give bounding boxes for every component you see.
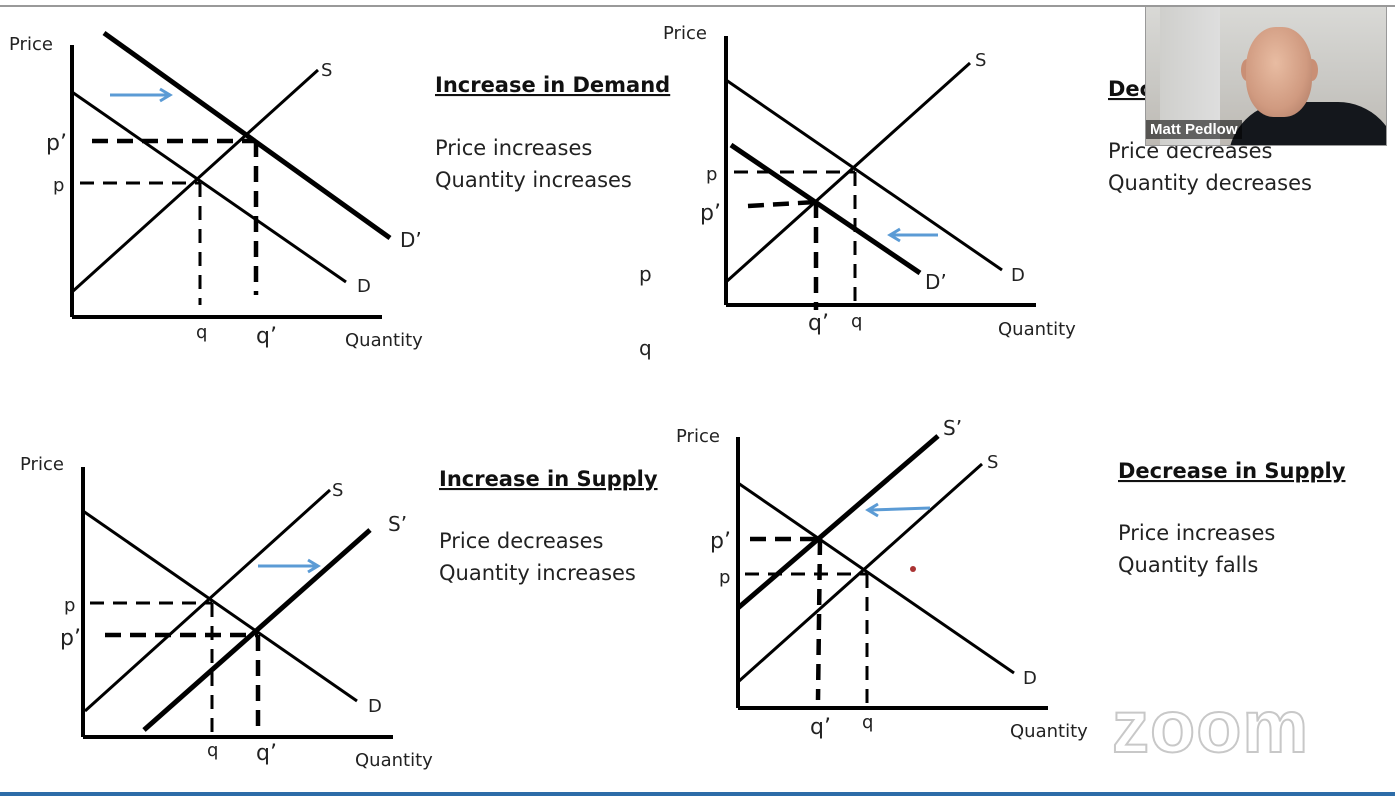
q-label: q [851, 311, 862, 332]
quantity-axis-label: Quantity [998, 319, 1076, 340]
s-prime-curve-label: S’ [388, 512, 407, 536]
quantity-axis-label: Quantity [355, 750, 433, 771]
arrow-head [865, 502, 879, 518]
p-prime-label: p’ [700, 201, 721, 226]
effect-quantity: Quantity decreases [1108, 171, 1312, 195]
supply-curve [70, 68, 320, 294]
s-prime-curve-label: S’ [943, 416, 962, 440]
q-prime-label: q’ [810, 715, 831, 740]
s-curve-label: S [321, 60, 332, 81]
diagram-decrease-demand: Price Quantity p p’ q q’ S D D’ p q Dec … [639, 23, 1312, 360]
arrow-head [159, 87, 173, 103]
q-prime-label: q’ [256, 324, 277, 349]
price-axis-label: Price [676, 426, 720, 447]
shift-arrow-left [869, 506, 931, 512]
p-label: p [64, 595, 75, 616]
price-axis-label: Price [663, 23, 707, 44]
effect-quantity: Quantity falls [1118, 553, 1258, 577]
price-axis-label: Price [20, 454, 64, 475]
supply-curve [724, 61, 972, 284]
q-label: q [196, 322, 207, 343]
s-curve-label: S [332, 480, 343, 501]
supply-curve [83, 488, 332, 713]
effect-quantity: Quantity increases [439, 561, 636, 585]
effect-price: Price increases [435, 136, 592, 160]
effect-price: Price decreases [439, 529, 603, 553]
participant-body [1228, 102, 1386, 145]
panel-title: Dec [1108, 77, 1152, 101]
panel-title: Increase in Demand [435, 73, 670, 97]
diagram-increase-supply: Price Quantity p p’ q q’ S S’ D Increase… [20, 454, 658, 771]
price-axis-label: Price [9, 34, 53, 55]
panel-title: Decrease in Supply [1118, 459, 1346, 483]
effect-price: Price increases [1118, 521, 1275, 545]
participant-head [1246, 27, 1312, 117]
participant-name: Matt Pedlow [1146, 120, 1242, 139]
stray-p-label: p [639, 262, 652, 286]
diagram-decrease-supply: Price Quantity p p’ q q’ S S’ D Decrease… [676, 416, 1346, 742]
effect-quantity: Quantity increases [435, 168, 632, 192]
pointer-dot [910, 566, 916, 572]
q-prime-label: q’ [808, 311, 829, 336]
stray-q-label: q [639, 336, 652, 360]
demand-curve [725, 78, 1003, 272]
p-label: p [706, 164, 717, 185]
demand-prime-curve [729, 142, 922, 276]
arrow-head [307, 558, 321, 574]
d-curve-label: D [1023, 668, 1037, 689]
quantity-axis-label: Quantity [1010, 721, 1088, 742]
diagram-increase-demand: Price Quantity p p’ q q’ S D D’ Increase… [9, 30, 670, 351]
zoom-watermark-logo: zoom [1111, 684, 1310, 769]
arrow-head [887, 227, 901, 243]
demand-prime-curve [102, 30, 392, 241]
participant-video-tile[interactable]: Matt Pedlow [1145, 6, 1387, 146]
s-curve-label: S [975, 50, 986, 71]
demand-curve [737, 481, 1015, 675]
p-prime-label: p’ [710, 529, 731, 554]
demand-curve [71, 90, 347, 284]
quantity-axis-label: Quantity [345, 330, 423, 351]
q-prime-dashed-line [815, 538, 823, 701]
d-prime-curve-label: D’ [925, 270, 947, 294]
q-label: q [207, 740, 218, 761]
d-prime-curve-label: D’ [400, 228, 422, 252]
q-label: q [862, 712, 873, 733]
p-prime-label: p’ [46, 131, 67, 156]
supply-prime-curve [736, 434, 940, 610]
demand-curve [82, 509, 358, 703]
p-prime-dashed-line [747, 199, 817, 209]
d-curve-label: D [1011, 265, 1025, 286]
panel-title: Increase in Supply [439, 467, 658, 491]
s-curve-label: S [987, 452, 998, 473]
p-prime-label: p’ [60, 626, 81, 651]
d-curve-label: D [357, 276, 371, 297]
d-curve-label: D [368, 696, 382, 717]
bottom-accent-bar [0, 792, 1395, 796]
q-prime-label: q’ [256, 741, 277, 766]
p-label: p [53, 175, 64, 196]
p-label: p [719, 567, 730, 588]
